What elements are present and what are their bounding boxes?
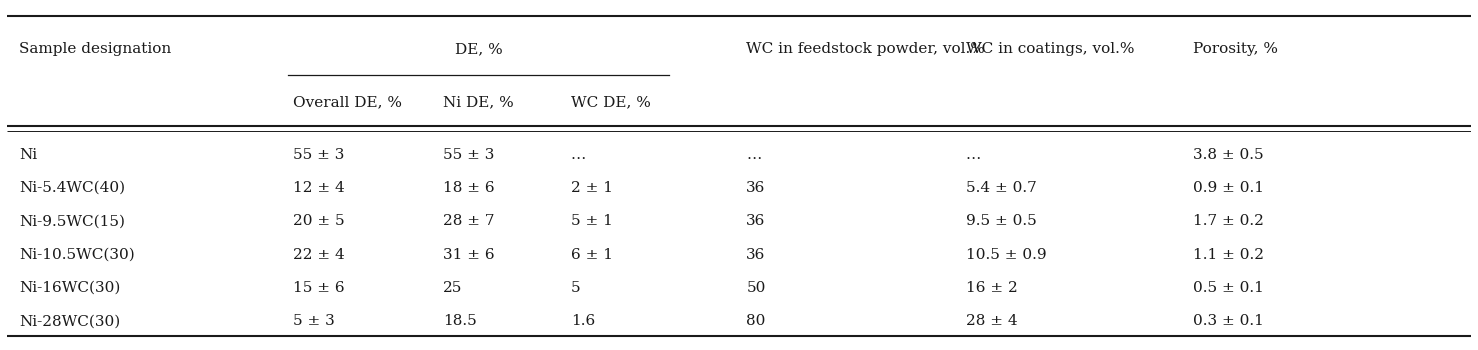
Text: 5 ± 1: 5 ± 1 [571, 214, 612, 228]
Text: 36: 36 [746, 248, 766, 262]
Text: Ni: Ni [19, 148, 37, 162]
Text: 20 ± 5: 20 ± 5 [293, 214, 344, 228]
Text: 55 ± 3: 55 ± 3 [293, 148, 344, 162]
Text: …: … [965, 148, 981, 162]
Text: 15 ± 6: 15 ± 6 [293, 281, 344, 295]
Text: 0.3 ± 0.1: 0.3 ± 0.1 [1193, 314, 1264, 328]
Text: 1.1 ± 0.2: 1.1 ± 0.2 [1193, 248, 1264, 262]
Text: 28 ± 4: 28 ± 4 [965, 314, 1017, 328]
Text: Porosity, %: Porosity, % [1193, 42, 1277, 56]
Text: 3.8 ± 0.5: 3.8 ± 0.5 [1193, 148, 1264, 162]
Text: 50: 50 [746, 281, 766, 295]
Text: 36: 36 [746, 214, 766, 228]
Text: 80: 80 [746, 314, 766, 328]
Text: 18 ± 6: 18 ± 6 [443, 181, 495, 195]
Text: Ni-9.5WC(15): Ni-9.5WC(15) [19, 214, 126, 228]
Text: WC in feedstock powder, vol.%: WC in feedstock powder, vol.% [746, 42, 986, 56]
Text: 6 ± 1: 6 ± 1 [571, 248, 613, 262]
Text: 5 ± 3: 5 ± 3 [293, 314, 334, 328]
Text: 18.5: 18.5 [443, 314, 477, 328]
Text: …: … [746, 148, 761, 162]
Text: 10.5 ± 0.9: 10.5 ± 0.9 [965, 248, 1046, 262]
Text: …: … [571, 148, 585, 162]
Text: 55 ± 3: 55 ± 3 [443, 148, 495, 162]
Text: Sample designation: Sample designation [19, 42, 171, 56]
Text: 0.9 ± 0.1: 0.9 ± 0.1 [1193, 181, 1264, 195]
Text: Ni DE, %: Ni DE, % [443, 96, 514, 110]
Text: 31 ± 6: 31 ± 6 [443, 248, 495, 262]
Text: DE, %: DE, % [455, 42, 503, 56]
Text: 9.5 ± 0.5: 9.5 ± 0.5 [965, 214, 1036, 228]
Text: Overall DE, %: Overall DE, % [293, 96, 402, 110]
Text: Ni-16WC(30): Ni-16WC(30) [19, 281, 121, 295]
Text: 25: 25 [443, 281, 463, 295]
Text: 2 ± 1: 2 ± 1 [571, 181, 613, 195]
Text: 1.7 ± 0.2: 1.7 ± 0.2 [1193, 214, 1264, 228]
Text: 16 ± 2: 16 ± 2 [965, 281, 1017, 295]
Text: 5.4 ± 0.7: 5.4 ± 0.7 [965, 181, 1036, 195]
Text: 22 ± 4: 22 ± 4 [293, 248, 344, 262]
Text: WC in coatings, vol.%: WC in coatings, vol.% [965, 42, 1134, 56]
Text: 0.5 ± 0.1: 0.5 ± 0.1 [1193, 281, 1264, 295]
Text: WC DE, %: WC DE, % [571, 96, 650, 110]
Text: Ni-28WC(30): Ni-28WC(30) [19, 314, 120, 328]
Text: 12 ± 4: 12 ± 4 [293, 181, 344, 195]
Text: 36: 36 [746, 181, 766, 195]
Text: Ni-5.4WC(40): Ni-5.4WC(40) [19, 181, 126, 195]
Text: Ni-10.5WC(30): Ni-10.5WC(30) [19, 248, 134, 262]
Text: 28 ± 7: 28 ± 7 [443, 214, 495, 228]
Text: 5: 5 [571, 281, 581, 295]
Text: 1.6: 1.6 [571, 314, 596, 328]
